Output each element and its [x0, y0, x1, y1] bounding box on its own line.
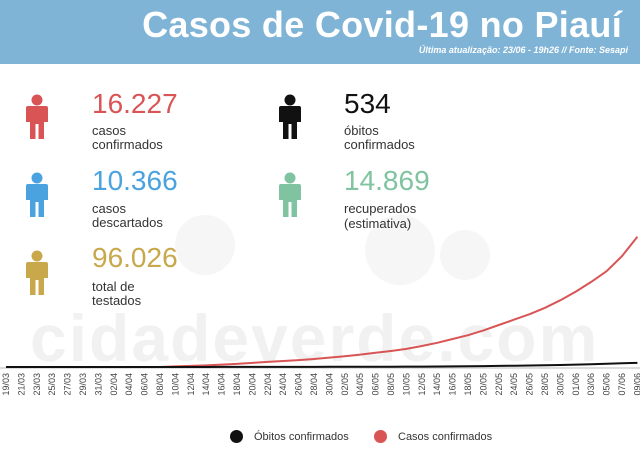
x-tick-label: 08/05 [386, 373, 396, 396]
watermark-circle [175, 215, 235, 275]
x-tick-label: 06/05 [371, 373, 381, 396]
person-body [279, 106, 301, 139]
person-head [31, 250, 43, 262]
person-body [26, 106, 48, 139]
x-tick-label: 22/04 [263, 373, 273, 396]
x-tick-label: 26/04 [294, 373, 304, 396]
watermark-circle [365, 215, 435, 285]
x-tick-label: 09/06 [632, 373, 640, 396]
cases-line-chart: 19/03 21/03 23/03 25/03 27/03 29/03 31/03 02/04… [0, 236, 640, 396]
x-tick-label: 18/04 [232, 373, 242, 396]
x-tick-label: 01/06 [571, 373, 581, 396]
stat-label: total de testados [92, 279, 142, 308]
legend-label-deaths: Óbitos confirmados [254, 431, 349, 443]
x-tick-label: 20/05 [478, 373, 488, 396]
x-tick-label: 30/05 [555, 373, 565, 396]
series-line-deaths [6, 361, 638, 368]
x-tick-label: 30/04 [324, 373, 334, 396]
person-head [284, 94, 296, 106]
chart-legend: Óbitos confirmados Casos confirmados [0, 428, 640, 446]
x-tick-label: 05/06 [602, 373, 612, 396]
person-icon [26, 94, 48, 139]
person-body [26, 262, 48, 295]
x-tick-label: 22/05 [494, 373, 504, 396]
x-tick-label: 07/06 [617, 373, 627, 396]
page-title: Casos de Covid-19 no Piauí [142, 4, 622, 45]
x-tick-label: 21/03 [16, 373, 26, 396]
legend-dot-deaths [230, 430, 243, 443]
stat-label: óbitos confirmados [344, 123, 415, 152]
x-tick-label: 02/05 [340, 373, 350, 396]
x-tick-label: 18/05 [463, 373, 473, 396]
x-tick-label: 12/05 [417, 373, 427, 396]
stat-value: 16.227 [92, 88, 178, 119]
x-tick-label: 06/04 [140, 373, 150, 396]
person-body [279, 184, 301, 217]
person-icon [26, 172, 48, 217]
x-tick-label: 10/04 [170, 373, 180, 396]
x-tick-label: 26/05 [525, 373, 535, 396]
x-tick-label: 27/03 [63, 373, 73, 396]
person-head [284, 172, 296, 184]
person-icon [279, 172, 301, 217]
stat-value: 10.366 [92, 165, 178, 196]
stat-label: casos descartados [92, 201, 163, 230]
x-tick-label: 02/04 [109, 373, 119, 396]
update-info: Última atualização: 23/06 - 19h26 // Fon… [418, 45, 628, 55]
x-tick-label: 10/05 [401, 373, 411, 396]
legend-dot-cases [374, 430, 387, 443]
x-tick-label: 12/04 [186, 373, 196, 396]
x-tick-label: 23/03 [32, 373, 42, 396]
x-tick-label: 16/04 [217, 373, 227, 396]
x-tick-label: 14/04 [201, 373, 211, 396]
x-tick-label: 03/06 [586, 373, 596, 396]
person-head [31, 172, 43, 184]
x-tick-label: 29/03 [78, 373, 88, 396]
stat-label-note: (estimativa) [344, 216, 412, 231]
x-tick-label: 28/04 [309, 373, 319, 396]
person-icon [26, 250, 48, 295]
x-tick-label: 04/04 [124, 373, 134, 396]
stat-value: 96.026 [92, 242, 178, 273]
x-tick-label: 20/04 [247, 373, 257, 396]
watermark-circle [440, 230, 490, 280]
x-tick-label: 31/03 [93, 373, 103, 396]
stat-value: 14.869 [344, 165, 430, 196]
x-tick-label: 25/03 [47, 373, 57, 396]
person-body [26, 184, 48, 217]
x-tick-label: 24/04 [278, 373, 288, 396]
x-tick-label: 16/05 [448, 373, 458, 396]
legend-label-cases: Casos confirmados [398, 431, 493, 443]
watermark-text: cidadeverde.com [30, 301, 600, 375]
x-tick-label: 08/04 [155, 373, 165, 396]
series-line-cases [6, 236, 639, 368]
header-banner: Casos de Covid-19 no Piauí Última atuali… [0, 0, 640, 64]
x-tick-label: 14/05 [432, 373, 442, 396]
stat-value: 534 [344, 88, 391, 119]
stat-label: recuperados [344, 201, 417, 216]
x-tick-label: 19/03 [1, 373, 11, 396]
x-tick-label: 28/05 [540, 373, 550, 396]
person-icon [279, 94, 301, 139]
x-tick-label: 24/05 [509, 373, 519, 396]
person-head [31, 94, 43, 106]
x-tick-label: 04/05 [355, 373, 365, 396]
stat-label: casos confirmados [92, 123, 163, 152]
